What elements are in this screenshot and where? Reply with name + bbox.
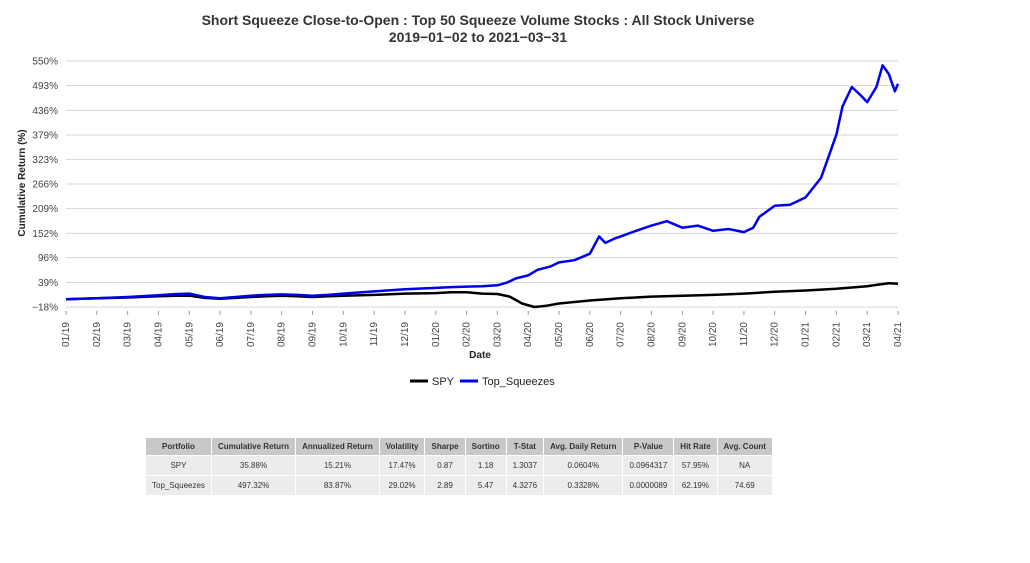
y-tick-label: 209% <box>32 204 58 215</box>
header-volatility: Volatility <box>378 437 426 456</box>
table-cell: 0.87 <box>424 455 466 476</box>
table-cell: 35.88% <box>210 455 297 476</box>
x-tick-label: 01/19 <box>61 322 72 347</box>
table-cell: 0.3328% <box>543 475 624 496</box>
y-tick-label: 436% <box>32 106 58 117</box>
header-sharpe: Sharpe <box>424 437 466 456</box>
y-tick-label: −18% <box>32 303 58 314</box>
x-tick-label: 05/20 <box>554 322 565 347</box>
series-line-top-squeezes <box>65 64 900 301</box>
header-sortino: Sortino <box>464 437 507 456</box>
x-tick-label: 12/19 <box>400 322 411 347</box>
series-lines <box>65 64 900 309</box>
legend: SPY Top_Squeezes <box>410 376 555 388</box>
table-cell: NA <box>716 455 773 476</box>
header-avg-daily-return: Avg. Daily Return <box>543 437 624 456</box>
legend-label-spy: SPY <box>432 376 455 388</box>
x-tick-label: 06/19 <box>215 322 226 347</box>
y-tick-label: 550% <box>32 57 58 68</box>
table-cell: 83.87% <box>295 475 380 496</box>
x-tick-label: 04/19 <box>153 322 164 347</box>
x-tick-label: 02/21 <box>831 322 842 347</box>
table-cell: SPY <box>145 455 212 476</box>
header-annualized-return: Annualized Return <box>295 437 380 456</box>
x-tick-label: 08/20 <box>646 322 657 347</box>
y-tick-label: 96% <box>38 253 58 264</box>
y-axis-ticks: −18% 39% 96% 152% 209% 266% 323% 379% 436% 493% 55… <box>32 57 58 314</box>
chart-title: Short Squeeze Close-to-Open : Top 50 Squ… <box>202 12 755 28</box>
table-cell: 1.3037 <box>505 455 545 476</box>
table-cell: 74.69 <box>716 475 773 496</box>
x-tick-label: 12/20 <box>770 322 781 347</box>
table-cell: 29.02% <box>378 475 426 496</box>
x-tick-label: 03/21 <box>862 322 873 347</box>
x-tick-label: 07/19 <box>246 322 257 347</box>
header-cumulative-return: Cumulative Return <box>210 437 297 456</box>
legend-label-top-squeezes: Top_Squeezes <box>482 376 555 388</box>
table-cell: 57.95% <box>673 455 718 476</box>
x-axis-title: Date <box>469 350 491 361</box>
x-tick-label: 05/19 <box>184 322 195 347</box>
y-tick-label: 152% <box>32 229 58 240</box>
header-hit-rate: Hit Rate <box>673 437 718 456</box>
gridlines <box>66 60 898 308</box>
table-row: Top_Squeezes 497.32% 83.87% 29.02% 2.89 … <box>145 475 773 496</box>
table-cell: 0.0604% <box>543 455 624 476</box>
table-cell: 0.0000089 <box>622 475 675 496</box>
table-row: SPY 35.88% 15.21% 17.47% 0.87 1.18 1.303… <box>145 455 773 476</box>
x-tick-label: 11/20 <box>739 322 750 347</box>
header-portfolio: Portfolio <box>145 437 212 456</box>
x-tick-label: 10/19 <box>338 322 349 347</box>
x-tick-label: 04/21 <box>893 322 904 347</box>
x-tick-label: 10/20 <box>708 322 719 347</box>
table-cell: Top_Squeezes <box>145 475 212 496</box>
x-tick-label: 03/19 <box>123 322 134 347</box>
x-tick-label: 01/21 <box>801 322 812 347</box>
y-tick-label: 493% <box>32 81 58 92</box>
table-cell: 2.89 <box>424 475 466 496</box>
y-tick-label: 266% <box>32 180 58 191</box>
x-tick-label: 06/20 <box>585 322 596 347</box>
x-tick-label: 09/20 <box>677 322 688 347</box>
x-tick-label: 02/20 <box>462 322 473 347</box>
x-tick-label: 02/19 <box>92 322 103 347</box>
x-tick-label: 08/19 <box>277 322 288 347</box>
x-tick-label: 07/20 <box>616 322 627 347</box>
x-tick-label: 04/20 <box>523 322 534 347</box>
table-cell: 15.21% <box>295 455 380 476</box>
y-tick-label: 323% <box>32 155 58 166</box>
table-cell: 1.18 <box>464 455 507 476</box>
table-cell: 62.19% <box>673 475 718 496</box>
table-cell: 497.32% <box>210 475 297 496</box>
header-t-stat: T-Stat <box>505 437 545 456</box>
header-avg-count: Avg. Count <box>716 437 773 456</box>
table-cell: 17.47% <box>378 455 426 476</box>
table-cell: 0.0964317 <box>622 455 675 476</box>
header-p-value: P-Value <box>622 437 675 456</box>
table-cell: 4.3276 <box>505 475 545 496</box>
y-tick-label: 39% <box>38 278 58 289</box>
y-tick-label: 379% <box>32 131 58 142</box>
table-cell: 5.47 <box>464 475 507 496</box>
chart-subtitle: 2019−01−02 to 2021−03−31 <box>389 29 567 45</box>
stats-table: Portfolio Cumulative Return Annualized R… <box>145 437 773 496</box>
table-header-row: Portfolio Cumulative Return Annualized R… <box>145 437 773 456</box>
x-tick-label: 11/19 <box>369 322 380 347</box>
x-tick-label: 09/19 <box>308 322 319 347</box>
x-tick-label: 01/20 <box>431 322 442 347</box>
x-tick-label: 03/20 <box>492 322 503 347</box>
y-axis-title: Cumulative Return (%) <box>17 129 28 236</box>
x-axis-ticks: 01/19 02/19 03/19 04/19 05/19 06/19 07/19 08/19… <box>61 311 904 347</box>
